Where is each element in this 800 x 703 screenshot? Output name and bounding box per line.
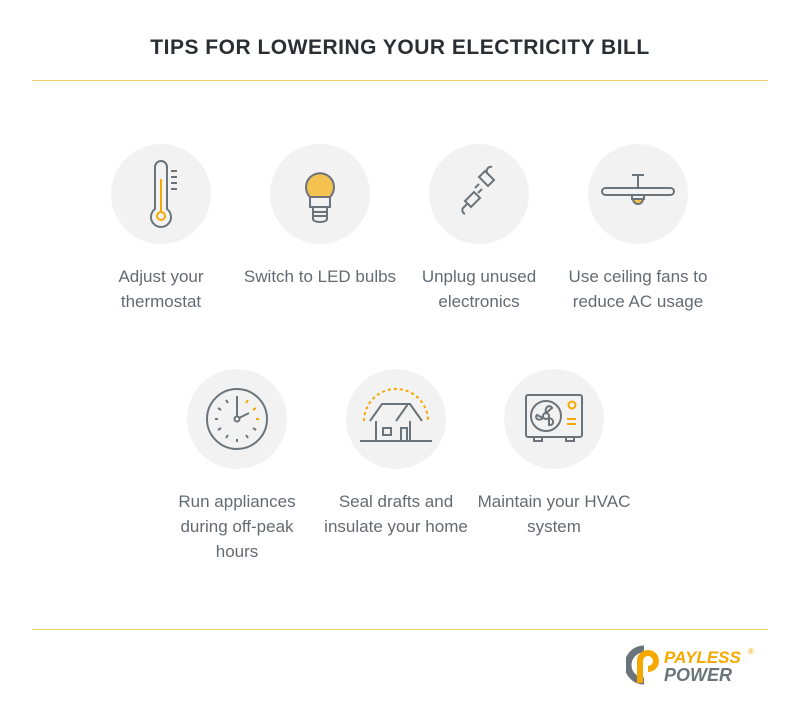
house-icon [360, 388, 432, 442]
page-title: TIPS FOR LOWERING YOUR ELECTRICITY BILL [150, 36, 650, 59]
tip-label: Run appliances during off-peak hours [178, 492, 296, 561]
tip-label: Adjust your thermostat [118, 267, 204, 311]
tip-hvac: Maintain your HVAC system [474, 369, 634, 539]
top-divider [32, 80, 768, 81]
tip-label: Seal drafts and insulate your home [324, 492, 468, 536]
bottom-divider [32, 629, 768, 630]
tip-label: Switch to LED bulbs [243, 267, 397, 286]
tip-label: Use ceiling fans to reduce AC usage [568, 267, 708, 311]
tip-seal-drafts: Seal drafts and insulate your home [316, 369, 476, 539]
tip-led: Switch to LED bulbs [240, 144, 400, 289]
tip-thermostat: Adjust your thermostat [81, 144, 241, 314]
clock-icon [206, 388, 268, 450]
tip-label: Maintain your HVAC system [477, 492, 631, 536]
svg-text:®: ® [748, 647, 754, 656]
tip-ceiling-fan: Use ceiling fans to reduce AC usage [558, 144, 718, 314]
ceiling-fan-icon [601, 174, 675, 205]
svg-text:POWER: POWER [664, 665, 732, 685]
led-bulb-icon [305, 172, 335, 223]
thermometer-icon [150, 160, 177, 228]
svg-text:PAYLESS: PAYLESS [664, 648, 741, 667]
tip-off-peak: Run appliances during off-peak hours [157, 369, 317, 564]
tip-label: Unplug unused electronics [421, 267, 537, 311]
tip-unplug: Unplug unused electronics [399, 144, 559, 314]
plug-icon [461, 165, 496, 215]
hvac-unit-icon [525, 394, 583, 442]
payless-power-logo: PAYLESS ® POWER [624, 645, 768, 690]
